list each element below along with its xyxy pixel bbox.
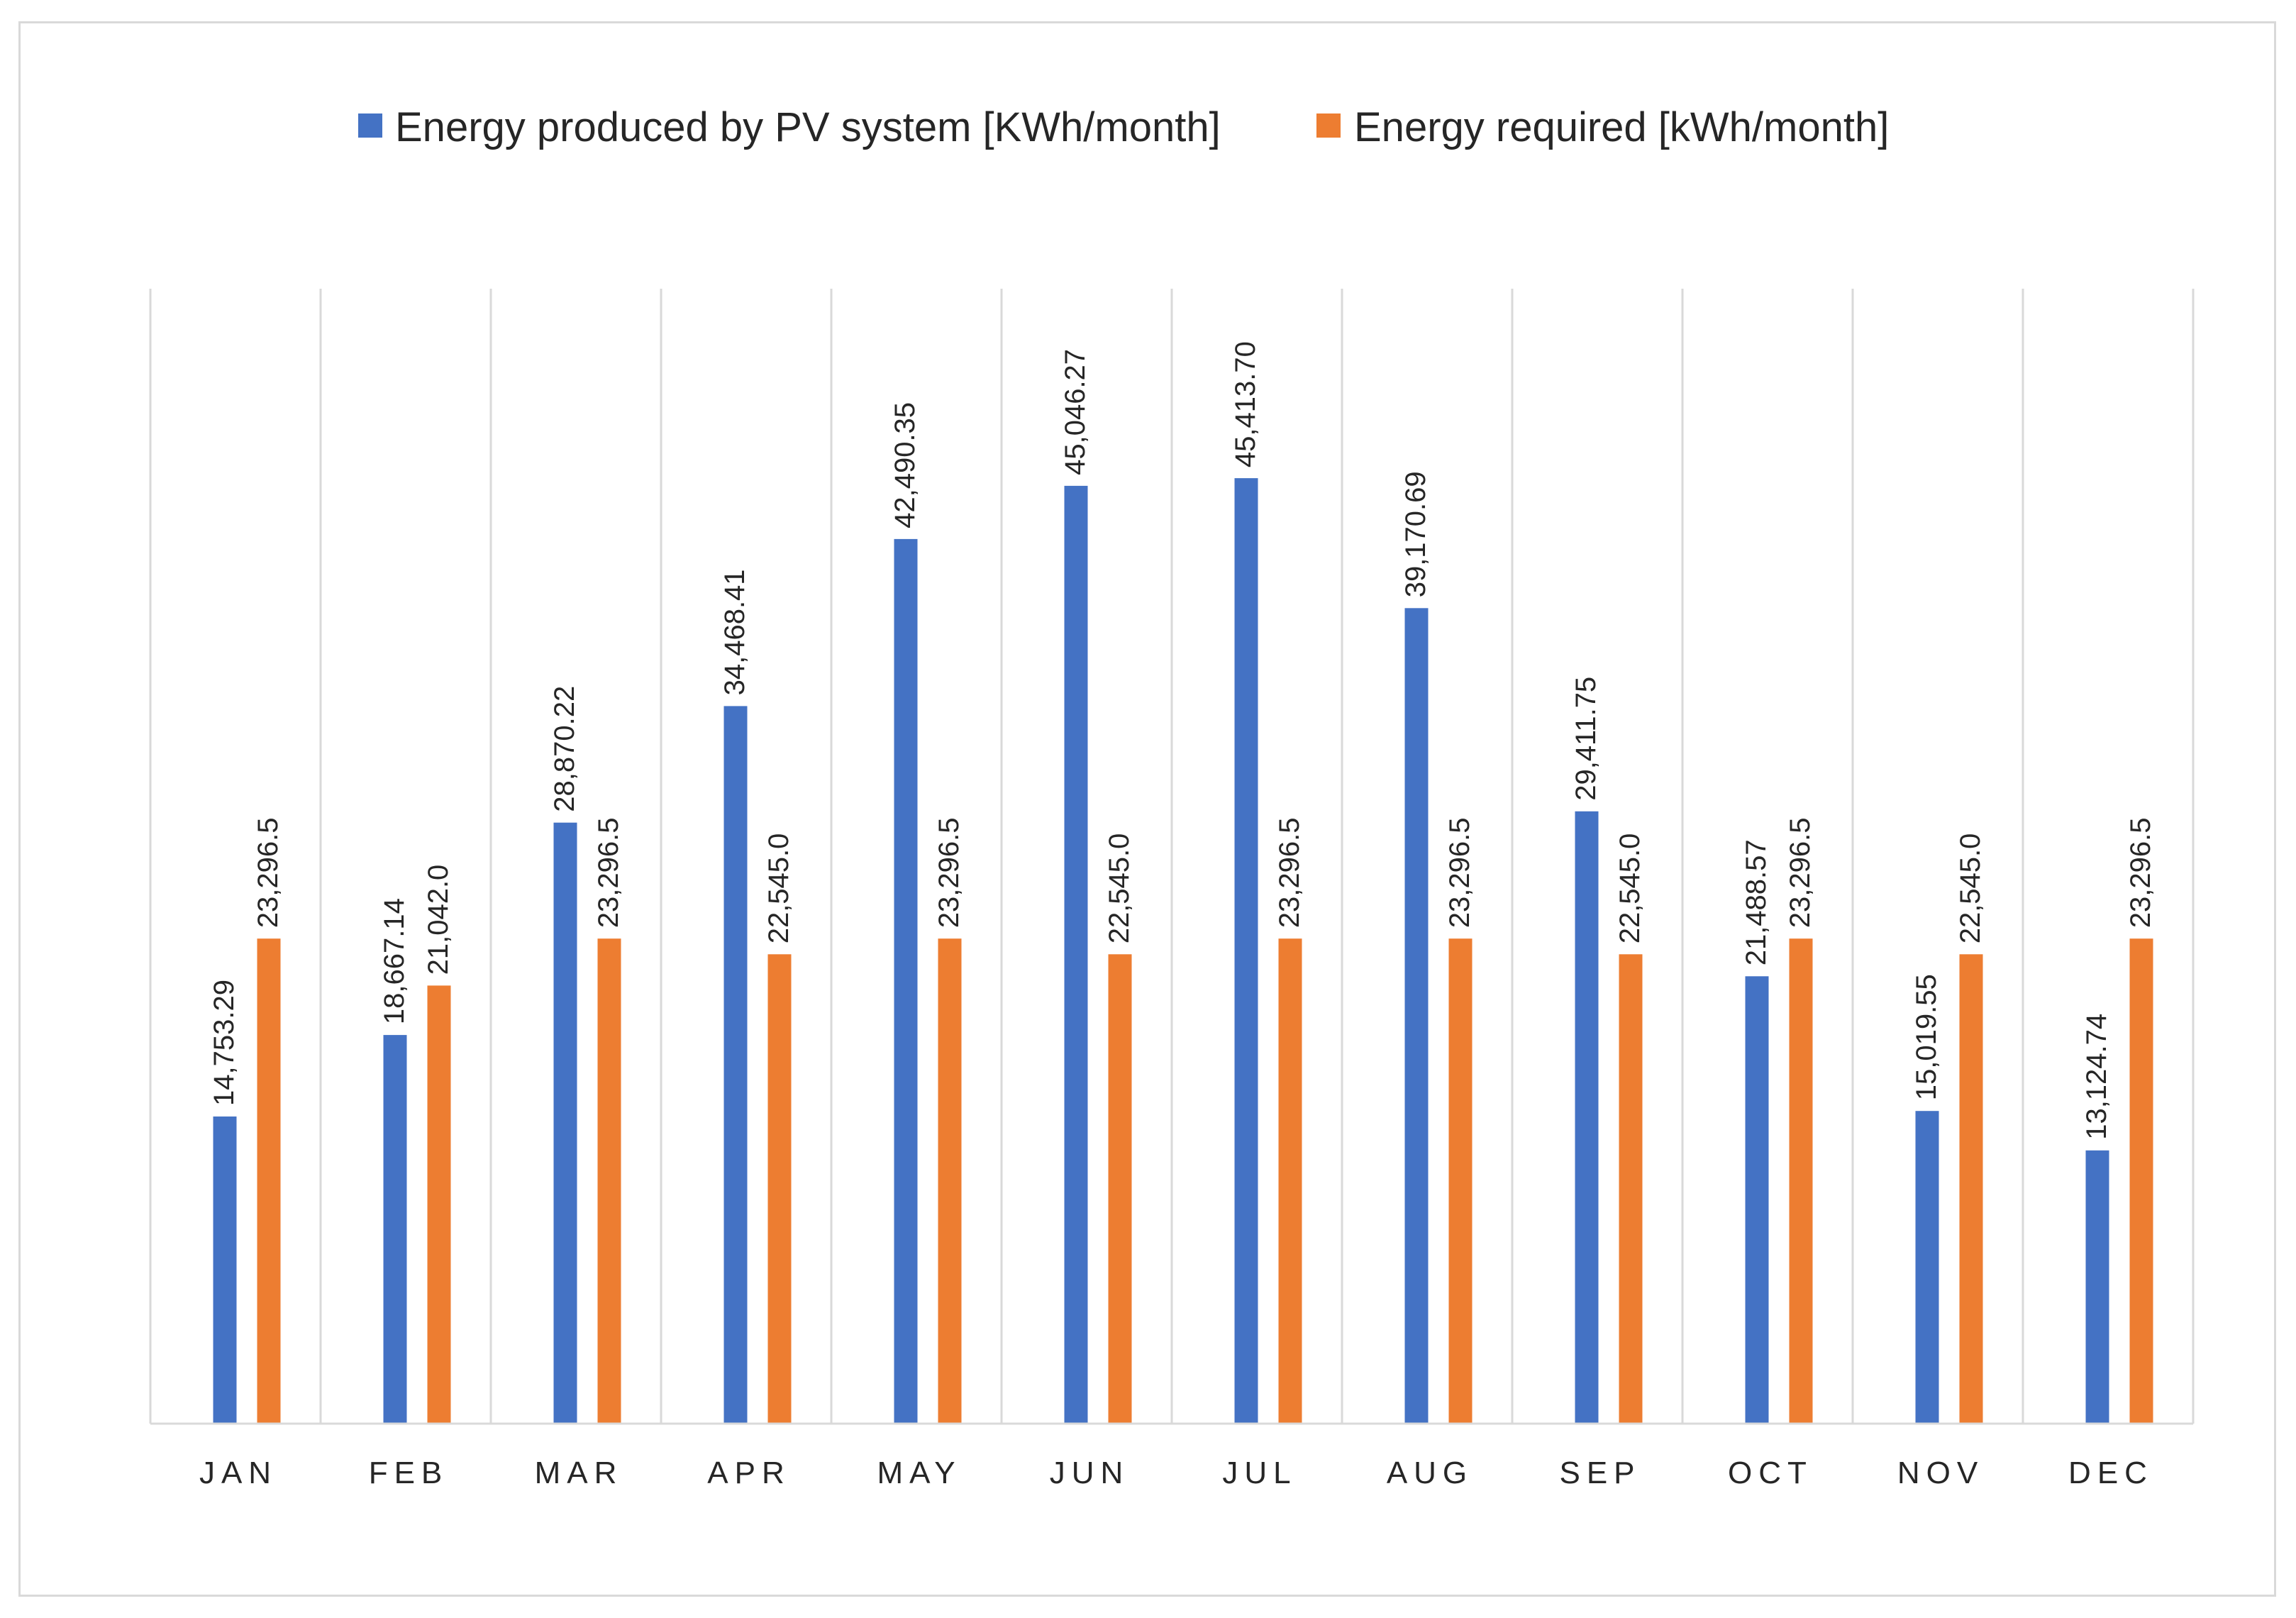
x-tick-may: MAY <box>877 1456 961 1490</box>
bar-pv-dec <box>2085 1150 2109 1424</box>
bar-required-feb <box>427 985 451 1424</box>
data-label-required-apr: 22,545.0 <box>763 833 794 944</box>
bar-required-jun <box>1108 954 1132 1424</box>
data-label-pv-jun: 45,046.27 <box>1060 349 1091 475</box>
x-tick-sep: SEP <box>1559 1456 1641 1490</box>
bar-required-may <box>938 938 962 1424</box>
bar-pv-jan <box>213 1116 237 1424</box>
x-tick-dec: DEC <box>2068 1456 2153 1490</box>
bar-pv-jun <box>1064 485 1088 1424</box>
data-label-pv-aug: 39,170.69 <box>1400 471 1431 597</box>
data-label-pv-apr: 34,468.41 <box>719 569 750 695</box>
x-tick-apr: APR <box>707 1456 790 1490</box>
data-label-pv-oct: 21,488.57 <box>1741 839 1772 965</box>
bars <box>213 478 2153 1424</box>
bar-pv-jul <box>1234 478 1258 1424</box>
x-tick-jul: JUL <box>1222 1456 1297 1490</box>
data-label-required-sep: 22,545.0 <box>1614 833 1646 944</box>
data-label-required-oct: 23,296.5 <box>1785 817 1816 928</box>
data-label-pv-sep: 29,411.75 <box>1570 677 1602 801</box>
bar-required-mar <box>597 938 621 1424</box>
data-label-required-jul: 23,296.5 <box>1274 817 1305 928</box>
x-axis-tick-labels: JAN FEB MAR APR MAY JUN JUL AUG SEP OCT NOV DEC <box>199 1456 2153 1490</box>
data-label-pv-jul: 45,413.70 <box>1230 341 1261 467</box>
data-label-required-nov: 22,545.0 <box>1955 833 1986 944</box>
data-label-required-feb: 21,042.0 <box>423 865 454 975</box>
category-gridlines <box>149 289 2195 1424</box>
bar-required-nov <box>1959 954 1983 1424</box>
bar-pv-nov <box>1915 1111 1939 1424</box>
bar-pv-feb <box>383 1035 407 1424</box>
data-label-pv-mar: 28,870.22 <box>549 686 580 812</box>
legend-swatch-required <box>1316 113 1341 138</box>
data-label-pv-feb: 18,667.14 <box>379 898 410 1024</box>
data-label-required-may: 23,296.5 <box>933 817 965 928</box>
x-tick-aug: AUG <box>1387 1456 1473 1490</box>
data-label-pv-nov: 15,019.55 <box>1911 974 1942 1100</box>
bar-pv-sep <box>1575 811 1599 1424</box>
legend-label-required: Energy required [kWh/month] <box>1354 104 1889 150</box>
bar-pv-mar <box>553 822 577 1424</box>
bar-required-jul <box>1278 938 1302 1424</box>
x-tick-jun: JUN <box>1050 1456 1130 1490</box>
legend-swatch-pv <box>358 113 382 138</box>
bar-pv-oct <box>1745 976 1769 1424</box>
data-label-pv-may: 42,490.35 <box>889 402 921 528</box>
bar-pv-may <box>894 538 918 1424</box>
data-label-pv-dec: 13,124.74 <box>2081 1014 2112 1140</box>
data-labels: 14,753.29 23,296.5 18,667.14 21,042.0 28,870… <box>209 341 2156 1140</box>
data-label-required-mar: 23,296.5 <box>593 817 624 928</box>
x-tick-oct: OCT <box>1728 1456 1813 1490</box>
data-label-required-dec: 23,296.5 <box>2125 817 2156 928</box>
bar-required-dec <box>2129 938 2153 1424</box>
x-tick-feb: FEB <box>369 1456 449 1490</box>
data-label-required-jun: 22,545.0 <box>1104 833 1135 944</box>
data-label-pv-jan: 14,753.29 <box>209 980 240 1106</box>
legend: Energy produced by PV system [KWh/month]… <box>358 104 1889 150</box>
bar-pv-aug <box>1404 608 1429 1424</box>
x-tick-jan: JAN <box>199 1456 277 1490</box>
bar-pv-apr <box>723 706 748 1424</box>
bar-required-oct <box>1789 938 1813 1424</box>
data-label-required-aug: 23,296.5 <box>1444 817 1475 928</box>
data-label-required-jan: 23,296.5 <box>253 817 284 928</box>
bar-required-aug <box>1448 938 1473 1424</box>
bar-required-apr <box>767 954 792 1424</box>
bar-required-jan <box>257 938 281 1424</box>
x-tick-nov: NOV <box>1897 1456 1984 1490</box>
legend-label-pv: Energy produced by PV system [KWh/month] <box>395 104 1221 150</box>
bar-required-sep <box>1619 954 1643 1424</box>
x-tick-mar: MAR <box>535 1456 623 1490</box>
